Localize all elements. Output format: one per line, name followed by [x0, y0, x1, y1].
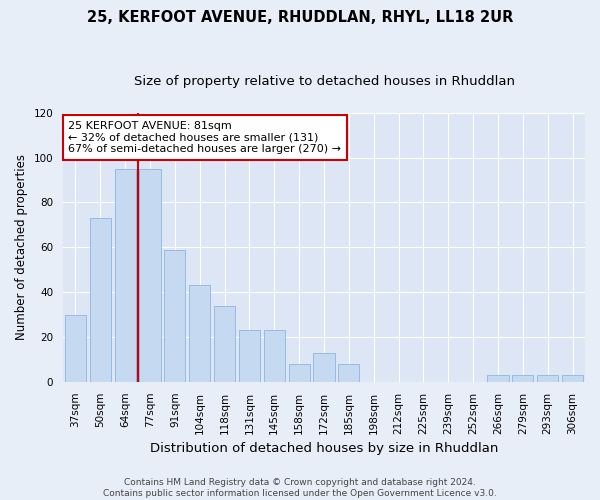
Bar: [115, 169, 136, 382]
Title: Size of property relative to detached houses in Rhuddlan: Size of property relative to detached ho…: [134, 75, 515, 88]
Bar: [512, 375, 533, 382]
Text: 25 KERFOOT AVENUE: 81sqm
← 32% of detached houses are smaller (131)
67% of semi-: 25 KERFOOT AVENUE: 81sqm ← 32% of detach…: [68, 121, 341, 154]
Bar: [338, 364, 359, 382]
Y-axis label: Number of detached properties: Number of detached properties: [15, 154, 28, 340]
Bar: [214, 306, 235, 382]
X-axis label: Distribution of detached houses by size in Rhuddlan: Distribution of detached houses by size …: [150, 442, 498, 455]
Bar: [562, 375, 583, 382]
Bar: [487, 375, 509, 382]
Bar: [264, 330, 285, 382]
Bar: [289, 364, 310, 382]
Bar: [164, 250, 185, 382]
Bar: [313, 352, 335, 382]
Text: 25, KERFOOT AVENUE, RHUDDLAN, RHYL, LL18 2UR: 25, KERFOOT AVENUE, RHUDDLAN, RHYL, LL18…: [87, 10, 513, 25]
Bar: [537, 375, 558, 382]
Bar: [90, 218, 111, 382]
Bar: [239, 330, 260, 382]
Bar: [65, 314, 86, 382]
Bar: [139, 169, 161, 382]
Text: Contains HM Land Registry data © Crown copyright and database right 2024.
Contai: Contains HM Land Registry data © Crown c…: [103, 478, 497, 498]
Bar: [189, 286, 210, 382]
